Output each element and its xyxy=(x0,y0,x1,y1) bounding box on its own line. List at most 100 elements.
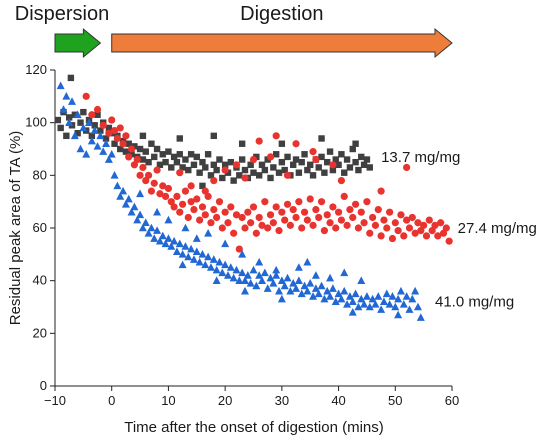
data-point xyxy=(437,219,445,227)
data-point xyxy=(360,219,368,227)
data-point xyxy=(198,203,207,211)
data-point xyxy=(121,200,130,208)
data-point xyxy=(345,292,354,300)
data-point xyxy=(391,302,400,311)
data-point xyxy=(369,213,377,222)
series-annotation: 41.0 mg/mg xyxy=(435,294,514,311)
data-point xyxy=(136,210,145,219)
data-point xyxy=(179,164,186,171)
data-point xyxy=(190,205,198,214)
data-point xyxy=(142,148,149,155)
data-point xyxy=(127,207,136,216)
data-point xyxy=(289,205,297,214)
data-point xyxy=(241,166,249,174)
x-tick-label: 20 xyxy=(218,393,232,408)
data-point xyxy=(414,219,422,227)
data-point xyxy=(70,131,79,140)
data-point xyxy=(82,92,90,100)
data-point xyxy=(399,300,408,308)
data-point xyxy=(221,208,229,216)
data-point xyxy=(212,276,221,284)
data-point xyxy=(187,182,195,190)
data-point xyxy=(303,257,312,266)
data-point xyxy=(224,169,232,176)
data-point xyxy=(136,171,144,179)
data-point xyxy=(67,74,75,82)
data-point xyxy=(394,310,403,319)
data-point xyxy=(360,161,368,168)
data-point xyxy=(213,166,220,174)
data-point xyxy=(318,135,325,142)
data-point xyxy=(338,151,345,158)
data-point xyxy=(77,119,84,126)
data-point xyxy=(232,265,241,274)
data-point xyxy=(303,286,312,295)
data-point xyxy=(243,271,252,279)
data-point xyxy=(185,166,192,174)
data-point xyxy=(337,216,346,224)
data-point xyxy=(374,292,383,300)
data-point xyxy=(252,281,261,290)
data-point xyxy=(88,111,96,119)
data-point xyxy=(247,161,254,168)
data-point xyxy=(215,198,224,206)
data-point xyxy=(269,219,277,227)
data-point xyxy=(133,215,142,224)
data-point xyxy=(321,169,328,176)
data-point xyxy=(382,289,391,298)
data-point xyxy=(349,213,357,222)
data-point xyxy=(323,211,331,219)
data-point xyxy=(266,273,275,282)
data-point xyxy=(125,140,132,147)
data-point xyxy=(272,203,280,211)
data-point xyxy=(357,294,366,303)
data-point xyxy=(357,276,366,284)
data-point xyxy=(199,182,206,190)
data-point xyxy=(417,227,425,235)
data-point xyxy=(216,156,223,163)
data-point xyxy=(144,171,153,179)
data-point xyxy=(261,198,269,206)
data-point xyxy=(201,211,209,219)
data-point xyxy=(253,153,260,161)
data-point xyxy=(323,286,332,295)
data-point xyxy=(352,140,359,147)
data-point xyxy=(292,156,300,163)
data-point xyxy=(76,144,85,153)
data-point xyxy=(385,300,394,308)
data-point xyxy=(374,205,382,214)
data-point xyxy=(266,211,275,219)
data-point xyxy=(113,181,122,190)
data-point xyxy=(102,135,110,142)
data-point xyxy=(193,153,200,161)
data-point xyxy=(315,213,323,222)
data-point xyxy=(343,300,352,308)
data-point xyxy=(351,289,360,298)
data-point xyxy=(371,300,380,308)
data-point xyxy=(235,276,244,284)
data-point xyxy=(346,205,354,214)
y-tick-label: 0 xyxy=(40,378,47,393)
data-point xyxy=(314,289,323,298)
data-point xyxy=(329,203,337,211)
data-point xyxy=(97,127,104,134)
data-point xyxy=(334,289,343,298)
data-point xyxy=(292,213,300,222)
data-point xyxy=(306,279,315,287)
data-point xyxy=(363,156,371,163)
data-point xyxy=(221,239,230,248)
data-point xyxy=(391,219,399,227)
data-point xyxy=(312,205,320,214)
data-point xyxy=(377,232,385,240)
data-point xyxy=(258,276,267,284)
data-point xyxy=(400,232,408,240)
data-point xyxy=(241,224,249,232)
phase-arrows: Dispersion Digestion xyxy=(15,3,453,59)
data-point xyxy=(280,281,289,290)
data-point xyxy=(284,153,291,161)
data-point xyxy=(317,198,326,206)
data-point xyxy=(210,161,217,168)
data-point xyxy=(348,297,357,306)
data-point xyxy=(184,252,193,261)
data-point xyxy=(317,281,326,290)
